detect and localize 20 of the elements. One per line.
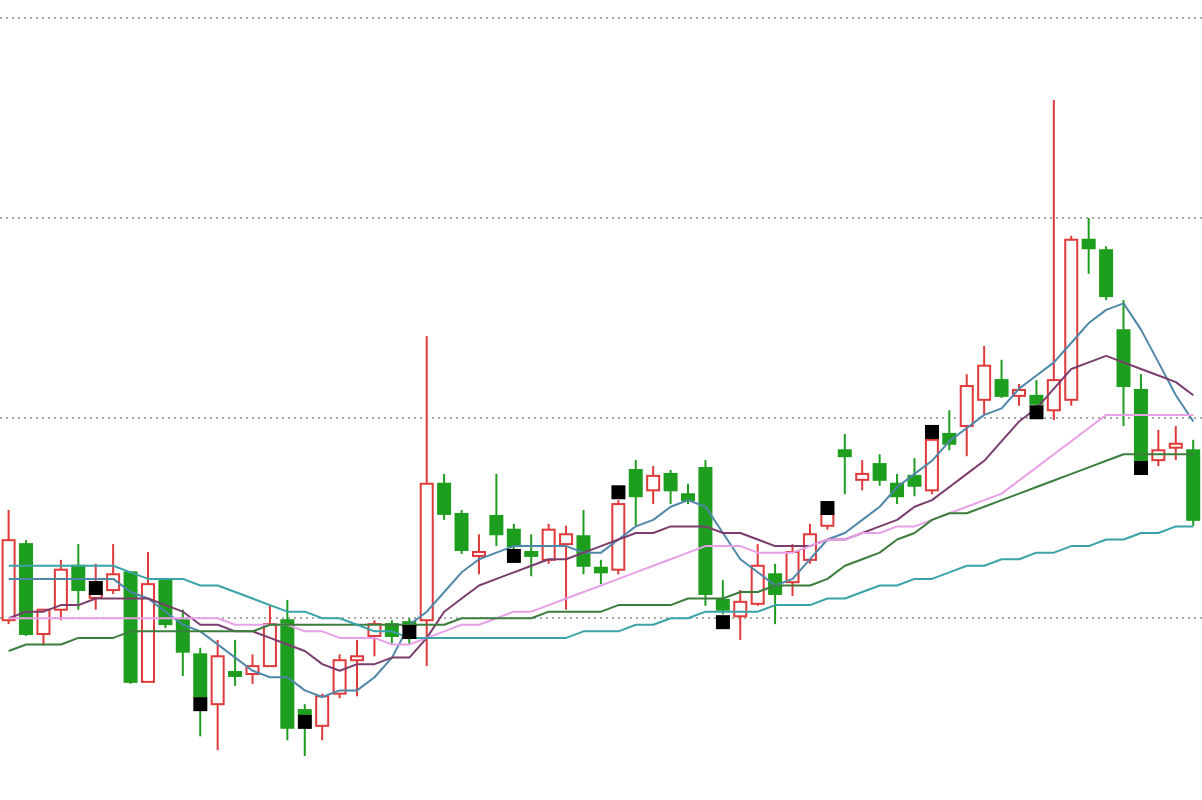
point	[1134, 461, 1149, 476]
candlestick	[471, 533, 486, 576]
point	[1029, 405, 1044, 420]
point	[506, 548, 521, 563]
candlestick	[837, 432, 852, 496]
point	[820, 501, 835, 516]
point	[193, 697, 208, 712]
candlestick	[228, 638, 243, 687]
point	[611, 485, 626, 500]
candlestick	[1081, 217, 1096, 275]
point	[297, 714, 312, 729]
point	[924, 424, 939, 439]
candlestick	[419, 335, 434, 668]
candlestick	[628, 459, 643, 527]
point	[715, 615, 730, 630]
candlestick	[489, 472, 504, 548]
point	[88, 581, 103, 596]
candlestick	[1116, 299, 1131, 428]
point	[402, 625, 417, 640]
candlestick	[646, 465, 661, 506]
